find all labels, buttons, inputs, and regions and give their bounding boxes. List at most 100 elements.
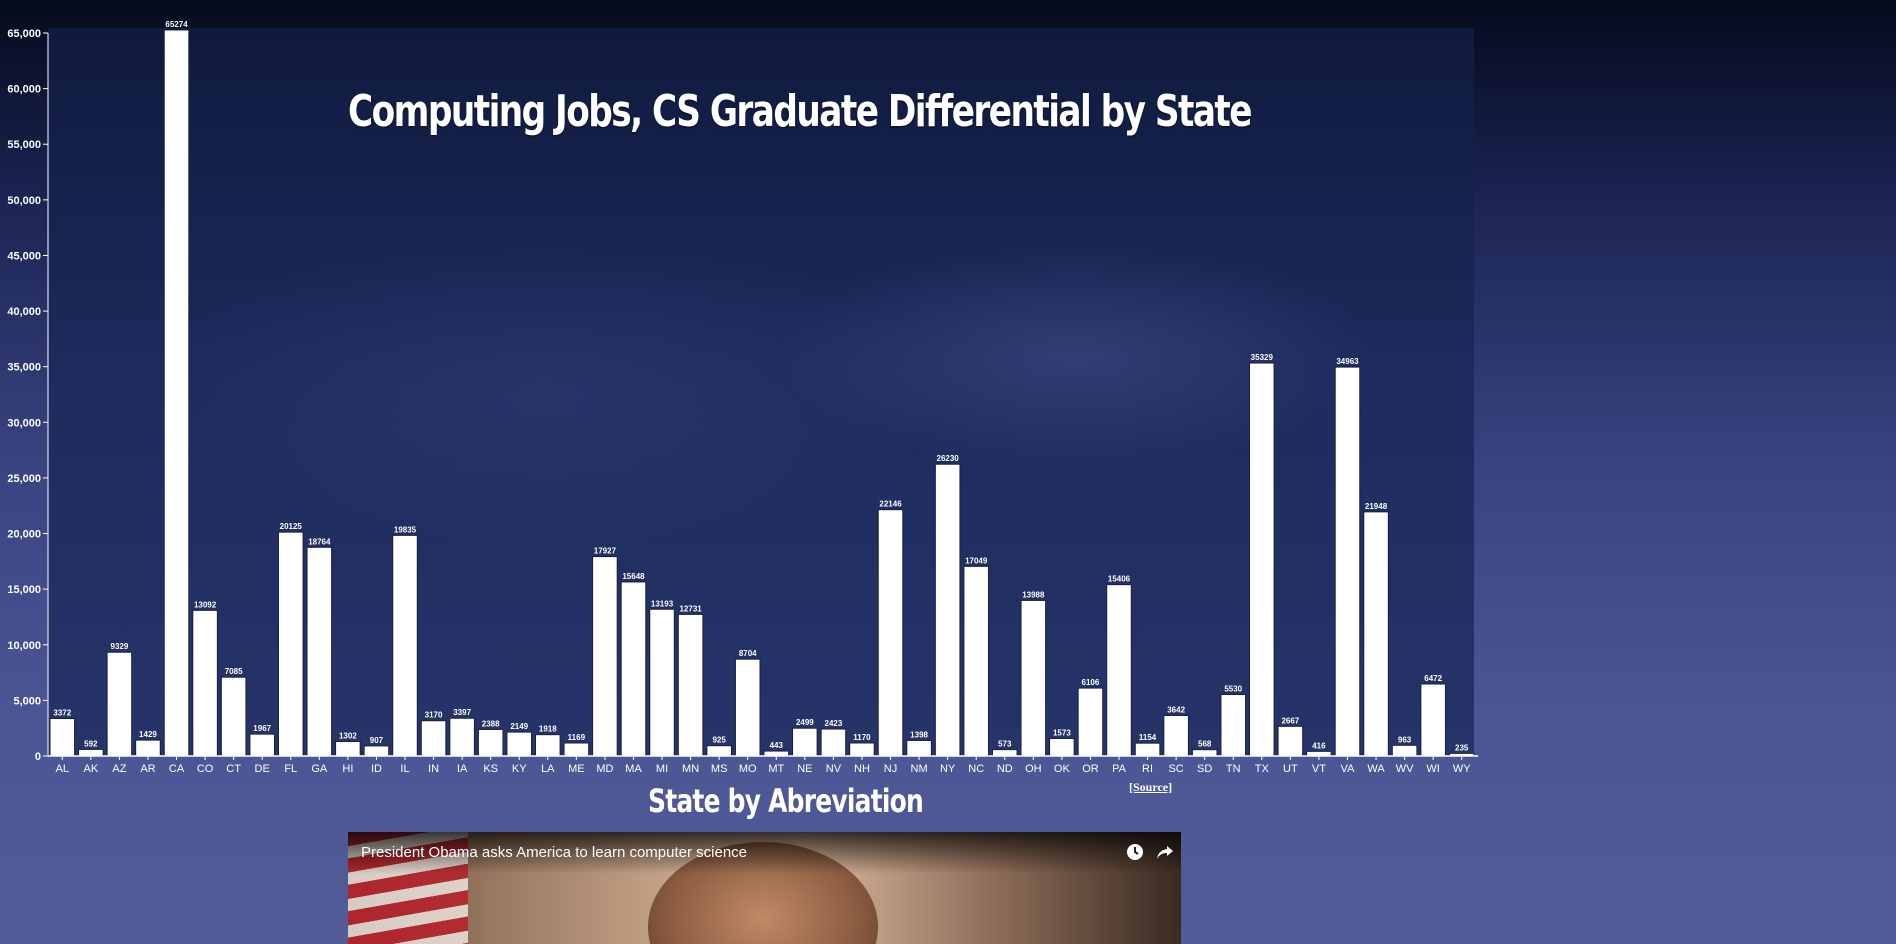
bar — [392, 534, 418, 757]
x-tick-label: CO — [197, 763, 214, 775]
y-tick-label: 35,000 — [7, 362, 41, 374]
bar-value-label: 907 — [370, 736, 384, 745]
y-tick-label: 60,000 — [7, 84, 41, 96]
x-tick-label: PA — [1112, 763, 1127, 775]
bar-value-label: 1398 — [910, 730, 928, 739]
bar-value-label: 13988 — [1022, 590, 1045, 599]
bar-value-label: 5530 — [1224, 684, 1242, 693]
bar — [506, 731, 533, 757]
x-tick-label: MT — [768, 763, 784, 775]
bar — [1277, 725, 1304, 757]
bar — [649, 608, 675, 757]
bar — [106, 651, 133, 757]
bar — [249, 733, 275, 757]
bar — [734, 658, 761, 757]
bar-value-label: 3397 — [453, 708, 471, 717]
bar — [963, 565, 989, 757]
bar — [1163, 714, 1189, 757]
x-tick-label: DE — [255, 763, 270, 775]
x-tick-label: IN — [428, 763, 439, 775]
bar-value-label: 6106 — [1082, 678, 1100, 687]
x-tick-label: SC — [1168, 763, 1183, 775]
bar — [1134, 742, 1161, 757]
bar-value-label: 2667 — [1281, 716, 1299, 725]
x-axis-caption: State by Abreviation — [648, 782, 924, 820]
bar — [78, 748, 104, 757]
x-tick-label: OK — [1054, 763, 1071, 775]
bar — [820, 728, 847, 757]
y-tick-label: 20,000 — [7, 529, 41, 541]
bar-value-label: 592 — [84, 739, 98, 748]
bar-value-label: 65274 — [165, 20, 188, 29]
x-tick-label: WY — [1453, 763, 1471, 775]
bar-value-label: 18764 — [308, 537, 331, 546]
bar — [1049, 738, 1075, 757]
x-tick-label: VA — [1341, 763, 1356, 775]
x-tick-label: CT — [226, 763, 241, 775]
x-tick-label: MA — [625, 763, 642, 775]
bar — [620, 581, 647, 757]
x-tick-label: AR — [140, 763, 155, 775]
x-tick-label: IL — [400, 763, 409, 775]
bar — [277, 531, 304, 757]
bar — [1420, 683, 1446, 757]
bar-value-label: 17927 — [594, 547, 617, 556]
x-tick-label: ID — [371, 763, 382, 775]
x-tick-label: KY — [512, 763, 527, 775]
bar — [677, 613, 704, 757]
y-tick-label: 65,000 — [7, 28, 41, 40]
x-tick-label: WV — [1396, 763, 1414, 775]
bar — [335, 741, 361, 757]
bar-value-label: 1573 — [1053, 729, 1071, 738]
bar-value-label: 1154 — [1139, 733, 1157, 742]
bar — [49, 717, 76, 757]
x-tick-label: FL — [284, 763, 297, 775]
clock-icon[interactable] — [1124, 842, 1146, 864]
x-tick-label: AK — [83, 763, 98, 775]
bar-value-label: 19835 — [394, 525, 417, 534]
x-tick-label: VT — [1312, 763, 1326, 775]
video-title[interactable]: President Obama asks America to learn co… — [361, 844, 748, 861]
bar — [849, 742, 875, 757]
bar-value-label: 35329 — [1251, 353, 1274, 362]
x-tick-label: TX — [1255, 763, 1270, 775]
y-tick-label: 5,000 — [13, 695, 41, 707]
bar — [220, 676, 247, 757]
bar-value-label: 1169 — [568, 733, 586, 742]
bar — [1106, 584, 1132, 757]
y-tick-label: 15,000 — [7, 584, 41, 596]
bar-value-label: 15406 — [1108, 575, 1131, 584]
x-tick-label: TN — [1226, 763, 1241, 775]
x-tick-label: UT — [1283, 763, 1298, 775]
bar-value-label: 21948 — [1365, 502, 1388, 511]
x-tick-label: NJ — [884, 763, 897, 775]
bar-value-label: 2149 — [510, 722, 528, 731]
bar-value-label: 568 — [1198, 740, 1212, 749]
bar-value-label: 2423 — [825, 719, 843, 728]
bar — [991, 749, 1018, 757]
bar-value-label: 20125 — [280, 522, 303, 531]
bar-value-label: 963 — [1398, 735, 1412, 744]
source-link[interactable]: [Source] — [1129, 780, 1173, 794]
bars-group: 3372 592 9329 1429 65274 13092 7085 1967 20125 18… — [49, 20, 1475, 757]
bar — [535, 734, 561, 757]
bar — [934, 463, 961, 757]
bar — [363, 745, 390, 757]
bar-value-label: 34963 — [1336, 357, 1359, 366]
x-tick-label: MI — [656, 763, 668, 775]
bar — [192, 609, 218, 757]
x-tick-label: WA — [1367, 763, 1385, 775]
bar-value-label: 12731 — [679, 604, 702, 613]
bar — [1363, 511, 1389, 757]
bar-value-label: 7085 — [225, 667, 243, 676]
video-player[interactable]: President Obama asks America to learn co… — [348, 832, 1181, 944]
x-tick-label: WI — [1426, 763, 1439, 775]
y-tick-label: 40,000 — [7, 306, 41, 318]
x-tick-label: ME — [568, 763, 585, 775]
bar — [906, 739, 932, 757]
bar-value-label: 416 — [1312, 741, 1326, 750]
bar-value-label: 1967 — [253, 724, 271, 733]
share-icon[interactable] — [1154, 842, 1176, 864]
bar — [163, 29, 190, 757]
bar — [1191, 749, 1218, 757]
